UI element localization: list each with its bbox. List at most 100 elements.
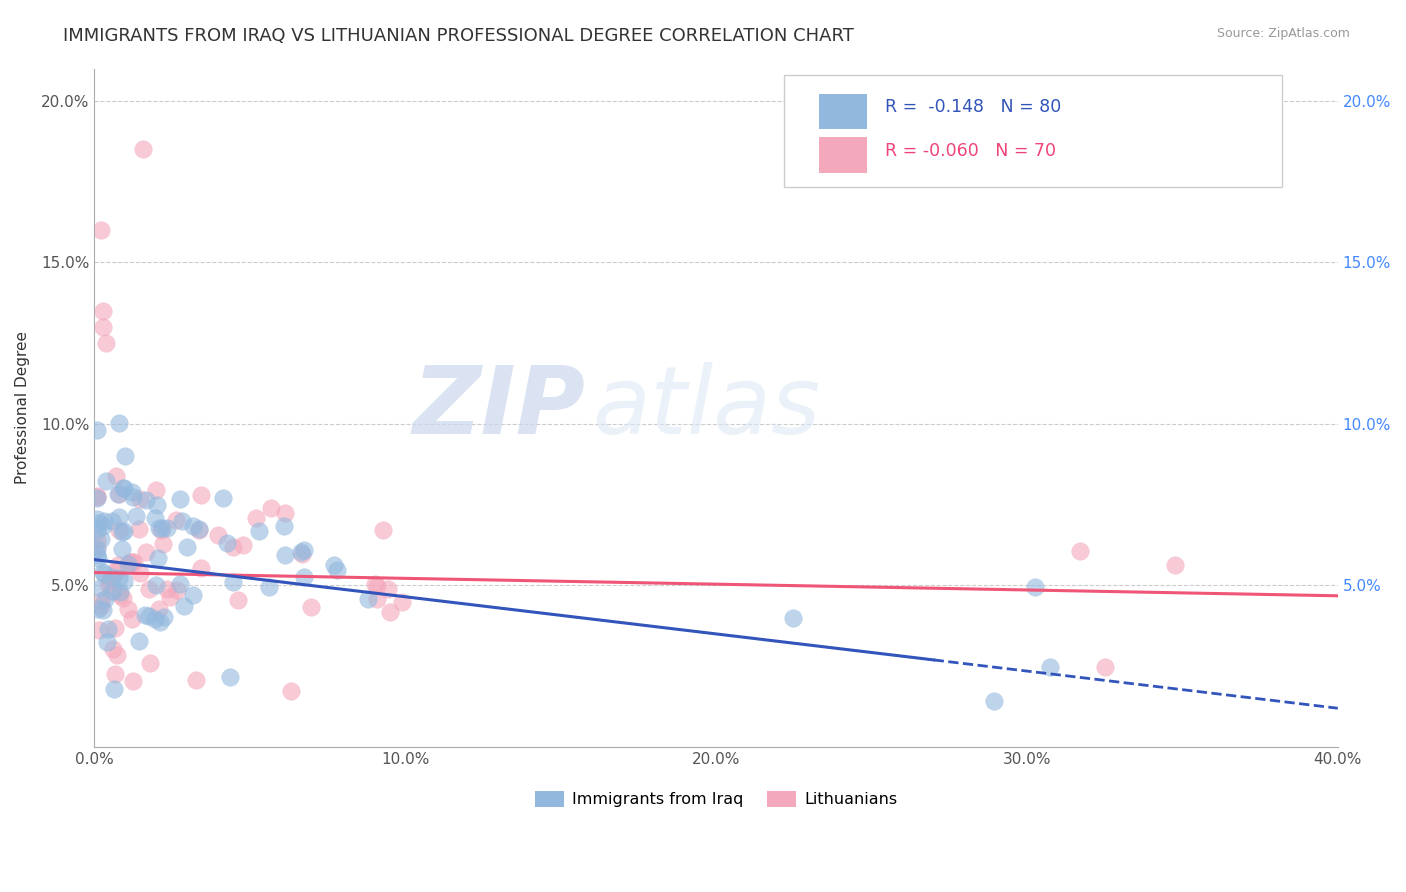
Point: [299, 600, 322, 615]
Point: [129, 492, 152, 507]
Point: [107, 510, 129, 524]
Point: [135, 492, 157, 507]
Point: [217, 535, 239, 549]
Point: [87, 551, 110, 566]
Point: [94, 592, 117, 607]
Point: [274, 549, 297, 563]
Point: [108, 571, 131, 585]
Point: [86, 512, 108, 526]
Point: [112, 574, 135, 588]
Point: [103, 667, 125, 681]
Point: [186, 673, 208, 687]
Point: [118, 555, 141, 569]
Point: [128, 522, 150, 536]
FancyBboxPatch shape: [785, 75, 1282, 187]
Point: [146, 551, 169, 566]
Point: [226, 592, 249, 607]
Point: [94, 475, 117, 489]
Point: [112, 482, 135, 496]
Point: [149, 523, 172, 537]
Point: [143, 612, 166, 626]
Point: [86, 491, 108, 505]
Text: IMMIGRANTS FROM IRAQ VS LITHUANIAN PROFESSIONAL DEGREE CORRELATION CHART: IMMIGRANTS FROM IRAQ VS LITHUANIAN PROFE…: [63, 27, 855, 45]
Point: [364, 577, 387, 591]
Point: [378, 605, 401, 619]
Point: [222, 574, 245, 589]
Point: [138, 609, 160, 624]
Point: [129, 566, 152, 580]
Point: [152, 610, 174, 624]
Point: [93, 567, 115, 582]
Point: [138, 582, 160, 596]
Point: [111, 541, 134, 556]
Point: [111, 524, 134, 539]
Point: [132, 142, 155, 156]
Point: [366, 579, 388, 593]
Point: [100, 573, 122, 587]
Point: [181, 588, 204, 602]
Point: [90, 533, 112, 547]
Point: [86, 540, 108, 554]
Point: [326, 563, 349, 577]
Point: [156, 520, 179, 534]
Point: [91, 603, 114, 617]
Point: [274, 507, 297, 521]
Point: [87, 601, 110, 615]
Text: R =  -0.148   N = 80: R = -0.148 N = 80: [886, 98, 1062, 116]
Point: [121, 673, 143, 688]
Point: [94, 336, 117, 351]
Point: [377, 582, 399, 596]
Point: [245, 511, 267, 525]
Point: [101, 642, 124, 657]
Point: [190, 561, 212, 575]
Point: [86, 533, 108, 548]
Point: [97, 576, 120, 591]
Point: [112, 481, 135, 495]
Point: [101, 570, 124, 584]
Point: [90, 593, 112, 607]
Point: [782, 611, 804, 625]
Point: [1163, 558, 1185, 573]
Point: [260, 500, 283, 515]
Point: [357, 591, 380, 606]
Point: [134, 608, 156, 623]
Point: [181, 519, 204, 533]
Point: [121, 612, 143, 626]
Point: [91, 320, 114, 334]
Point: [222, 540, 245, 554]
Point: [257, 580, 280, 594]
Point: [107, 487, 129, 501]
Point: [232, 538, 254, 552]
Point: [128, 634, 150, 648]
Point: [366, 591, 388, 606]
Point: [322, 558, 344, 572]
Point: [292, 570, 315, 584]
Point: [93, 515, 115, 529]
Point: [152, 537, 174, 551]
Point: [145, 578, 167, 592]
Point: [100, 583, 122, 598]
Point: [86, 523, 108, 537]
Point: [108, 487, 131, 501]
Point: [148, 601, 170, 615]
Point: [219, 670, 242, 684]
Point: [114, 524, 136, 539]
Point: [108, 585, 131, 599]
Point: [90, 599, 112, 614]
Point: [1069, 544, 1091, 558]
Point: [190, 488, 212, 502]
Point: [187, 522, 209, 536]
Point: [207, 528, 229, 542]
Point: [101, 514, 124, 528]
Text: ZIP: ZIP: [412, 362, 585, 454]
Point: [91, 303, 114, 318]
Bar: [820, 137, 866, 172]
Point: [96, 622, 118, 636]
Point: [165, 514, 187, 528]
Point: [105, 648, 128, 662]
Point: [169, 491, 191, 506]
Point: [291, 547, 314, 561]
Point: [108, 416, 131, 430]
Point: [145, 483, 167, 497]
Point: [391, 595, 413, 609]
